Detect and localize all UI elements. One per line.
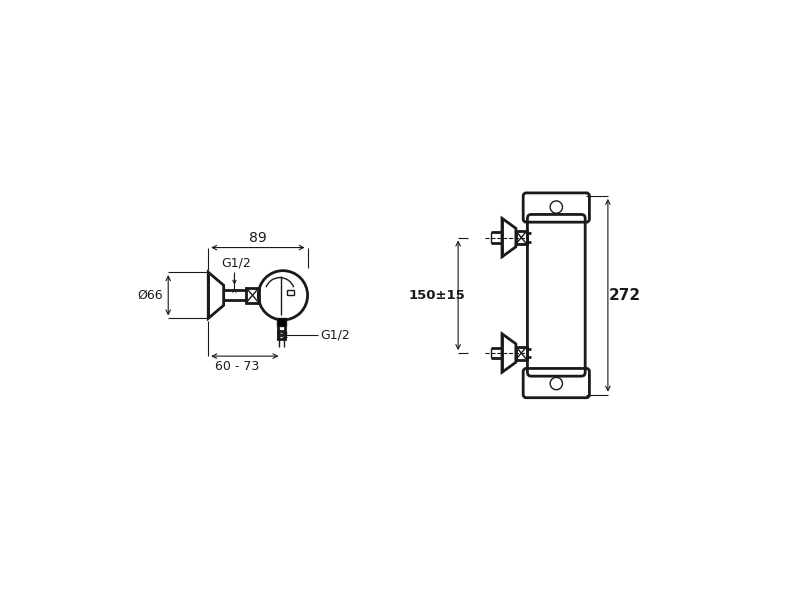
Text: Ø66: Ø66: [137, 289, 162, 302]
Text: 150±15: 150±15: [408, 289, 465, 302]
Text: G1/2: G1/2: [320, 329, 350, 342]
Bar: [278, 331, 286, 339]
Text: G1/2: G1/2: [221, 256, 251, 269]
Bar: [277, 319, 286, 326]
Bar: [516, 231, 526, 244]
Text: 60 - 73: 60 - 73: [214, 361, 259, 373]
Bar: [286, 290, 294, 295]
Bar: [516, 347, 526, 359]
Bar: [246, 287, 259, 303]
Text: 89: 89: [249, 230, 266, 245]
Text: 272: 272: [609, 288, 641, 303]
